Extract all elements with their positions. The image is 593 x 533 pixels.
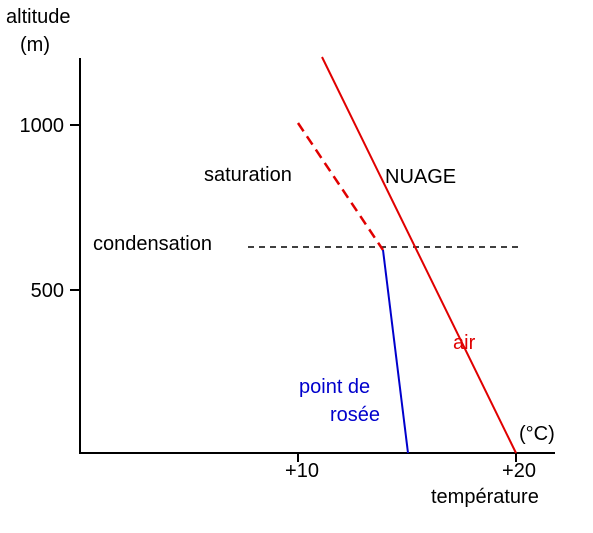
y-axis-label-line1: altitude: [6, 6, 71, 28]
dew-point-label-line1: point de: [299, 376, 370, 398]
saturation-label: saturation: [204, 164, 292, 186]
y-tick-label-1000: 1000: [20, 115, 65, 137]
x-axis-unit: (°C): [519, 423, 555, 445]
x-tick-label-10: +10: [285, 460, 319, 482]
dew-point-line: [382, 249, 409, 454]
cloud-label: NUAGE: [385, 166, 456, 188]
x-tick-label-20: +20: [502, 460, 536, 482]
saturation-line: [296, 122, 385, 251]
dew-point-label-line2: rosée: [330, 404, 380, 426]
y-axis-label-line2: (m): [20, 34, 50, 56]
y-tick-label-500: 500: [31, 280, 64, 302]
condensation-label: condensation: [93, 233, 212, 255]
air-temperature-line: [321, 56, 517, 454]
air-label: air: [453, 332, 476, 354]
x-axis-label: température: [431, 486, 539, 508]
